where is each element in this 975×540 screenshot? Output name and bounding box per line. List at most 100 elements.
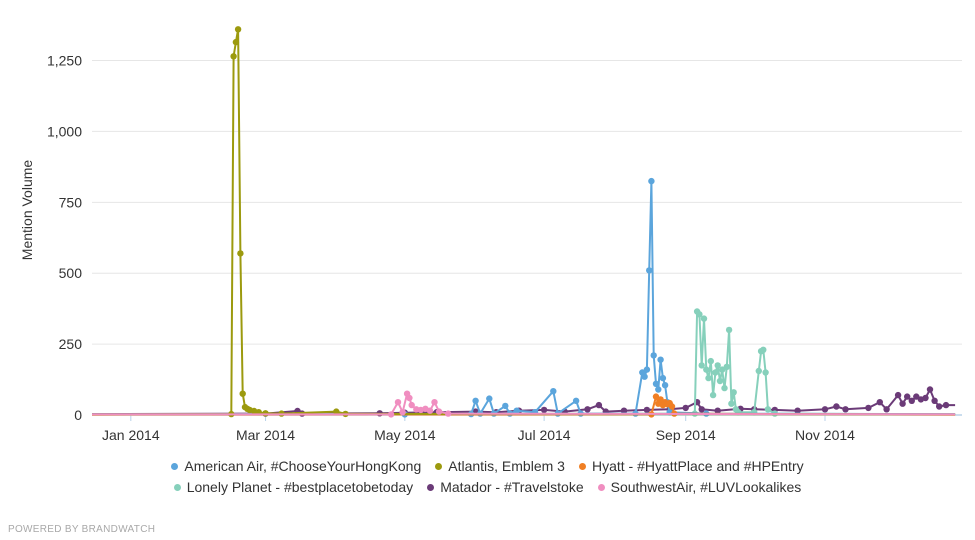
data-point[interactable] xyxy=(926,386,934,393)
data-point[interactable] xyxy=(657,356,664,363)
data-point[interactable] xyxy=(408,401,415,409)
data-point[interactable] xyxy=(502,402,509,410)
data-point[interactable] xyxy=(698,406,705,413)
data-point[interactable] xyxy=(387,411,395,418)
data-point[interactable] xyxy=(648,177,655,185)
y-tick-label: 0 xyxy=(74,407,82,423)
y-tick-label: 1,250 xyxy=(47,53,82,69)
data-point[interactable] xyxy=(709,391,717,399)
brandwatch-credit: POWERED BY BRANDWATCH xyxy=(8,524,156,535)
y-tick-label: 750 xyxy=(59,194,83,210)
data-point[interactable] xyxy=(641,373,648,380)
data-point[interactable] xyxy=(668,403,676,410)
data-point[interactable] xyxy=(486,395,493,402)
legend-label: American Air, #ChooseYourHongKong xyxy=(184,458,422,474)
data-point[interactable] xyxy=(394,399,402,406)
data-point[interactable] xyxy=(922,394,929,402)
data-point[interactable] xyxy=(725,326,733,334)
data-point[interactable] xyxy=(908,397,915,404)
data-point[interactable] xyxy=(904,393,911,400)
data-point[interactable] xyxy=(232,38,240,46)
data-point[interactable] xyxy=(703,366,710,373)
x-axis-tick-labels: Jan 2014 Mar 2014 May 2014 Jul 2014 Sep 2014… xyxy=(102,427,855,443)
data-point[interactable] xyxy=(682,404,689,412)
data-point[interactable] xyxy=(716,377,724,385)
data-point[interactable] xyxy=(472,397,479,404)
legend-item[interactable]: Hyatt - #HyattPlace and #HPEntry xyxy=(578,456,804,477)
data-point[interactable] xyxy=(426,407,434,414)
data-point[interactable] xyxy=(572,397,580,404)
data-point[interactable] xyxy=(719,366,726,373)
legend-item[interactable]: Atlantis, Emblem 3 xyxy=(435,456,565,477)
data-point[interactable] xyxy=(899,400,906,407)
data-point[interactable] xyxy=(655,386,662,393)
data-point[interactable] xyxy=(540,406,548,414)
legend-row: American Air, #ChooseYourHongKong Atlanti… xyxy=(0,456,975,477)
data-point[interactable] xyxy=(821,406,829,413)
data-point[interactable] xyxy=(883,406,890,413)
data-point[interactable] xyxy=(707,357,714,365)
data-point[interactable] xyxy=(876,399,883,406)
legend-marker xyxy=(171,463,179,470)
data-point[interactable] xyxy=(705,374,712,382)
data-point[interactable] xyxy=(595,401,603,409)
data-point[interactable] xyxy=(643,366,651,373)
data-point[interactable] xyxy=(646,267,653,274)
data-point[interactable] xyxy=(333,408,340,415)
data-point[interactable] xyxy=(755,367,762,375)
data-point[interactable] xyxy=(643,406,651,414)
data-point[interactable] xyxy=(230,53,237,60)
data-point[interactable] xyxy=(550,388,557,395)
data-point[interactable] xyxy=(721,384,728,392)
legend-item[interactable]: SouthwestAir, #LUVLookalikes xyxy=(597,477,801,498)
series-5 xyxy=(92,390,956,418)
legend-item[interactable]: American Air, #ChooseYourHongKong xyxy=(171,456,421,477)
data-point[interactable] xyxy=(262,410,269,417)
data-point[interactable] xyxy=(234,26,242,33)
data-point[interactable] xyxy=(696,311,703,318)
data-point[interactable] xyxy=(760,346,767,353)
data-point[interactable] xyxy=(620,407,628,414)
data-point[interactable] xyxy=(714,362,721,369)
data-point[interactable] xyxy=(764,406,772,413)
data-point[interactable] xyxy=(513,407,520,414)
data-point[interactable] xyxy=(942,401,950,409)
data-point[interactable] xyxy=(698,362,705,369)
data-point[interactable] xyxy=(661,382,669,389)
legend-item[interactable]: Lonely Planet - #bestplacetobetoday xyxy=(173,477,413,498)
data-point[interactable] xyxy=(431,399,438,406)
y-axis-tick-labels: 0 250 500 750 1,000 1,250 xyxy=(47,53,82,423)
data-point[interactable] xyxy=(700,315,708,322)
data-point[interactable] xyxy=(714,407,721,414)
data-point[interactable] xyxy=(913,393,920,400)
data-point[interactable] xyxy=(584,406,591,413)
data-point[interactable] xyxy=(794,407,801,414)
legend-item[interactable]: Matador - #Travelstoke xyxy=(427,477,584,498)
data-point[interactable] xyxy=(652,380,660,387)
legend-marker xyxy=(435,463,443,470)
data-point[interactable] xyxy=(435,408,443,415)
data-point[interactable] xyxy=(762,369,769,376)
data-point[interactable] xyxy=(728,400,735,407)
data-point[interactable] xyxy=(652,393,660,400)
y-tick-label: 1,000 xyxy=(47,123,82,139)
y-tick-label: 500 xyxy=(59,265,83,281)
data-point[interactable] xyxy=(936,403,943,410)
data-point[interactable] xyxy=(894,391,902,399)
legend-marker xyxy=(578,463,586,470)
data-point[interactable] xyxy=(650,352,657,359)
legend-row: Lonely Planet - #bestplacetobetoday Matad… xyxy=(0,477,975,498)
data-point[interactable] xyxy=(445,410,452,417)
data-point[interactable] xyxy=(712,369,719,376)
data-point[interactable] xyxy=(730,389,737,396)
data-point[interactable] xyxy=(865,404,872,412)
data-point[interactable] xyxy=(239,390,246,397)
data-point[interactable] xyxy=(237,250,244,257)
data-point[interactable] xyxy=(723,363,730,370)
data-point[interactable] xyxy=(399,409,406,416)
data-point[interactable] xyxy=(833,403,840,410)
data-point[interactable] xyxy=(931,397,938,404)
data-point[interactable] xyxy=(406,394,413,402)
data-point[interactable] xyxy=(659,374,667,382)
data-point[interactable] xyxy=(842,406,849,413)
